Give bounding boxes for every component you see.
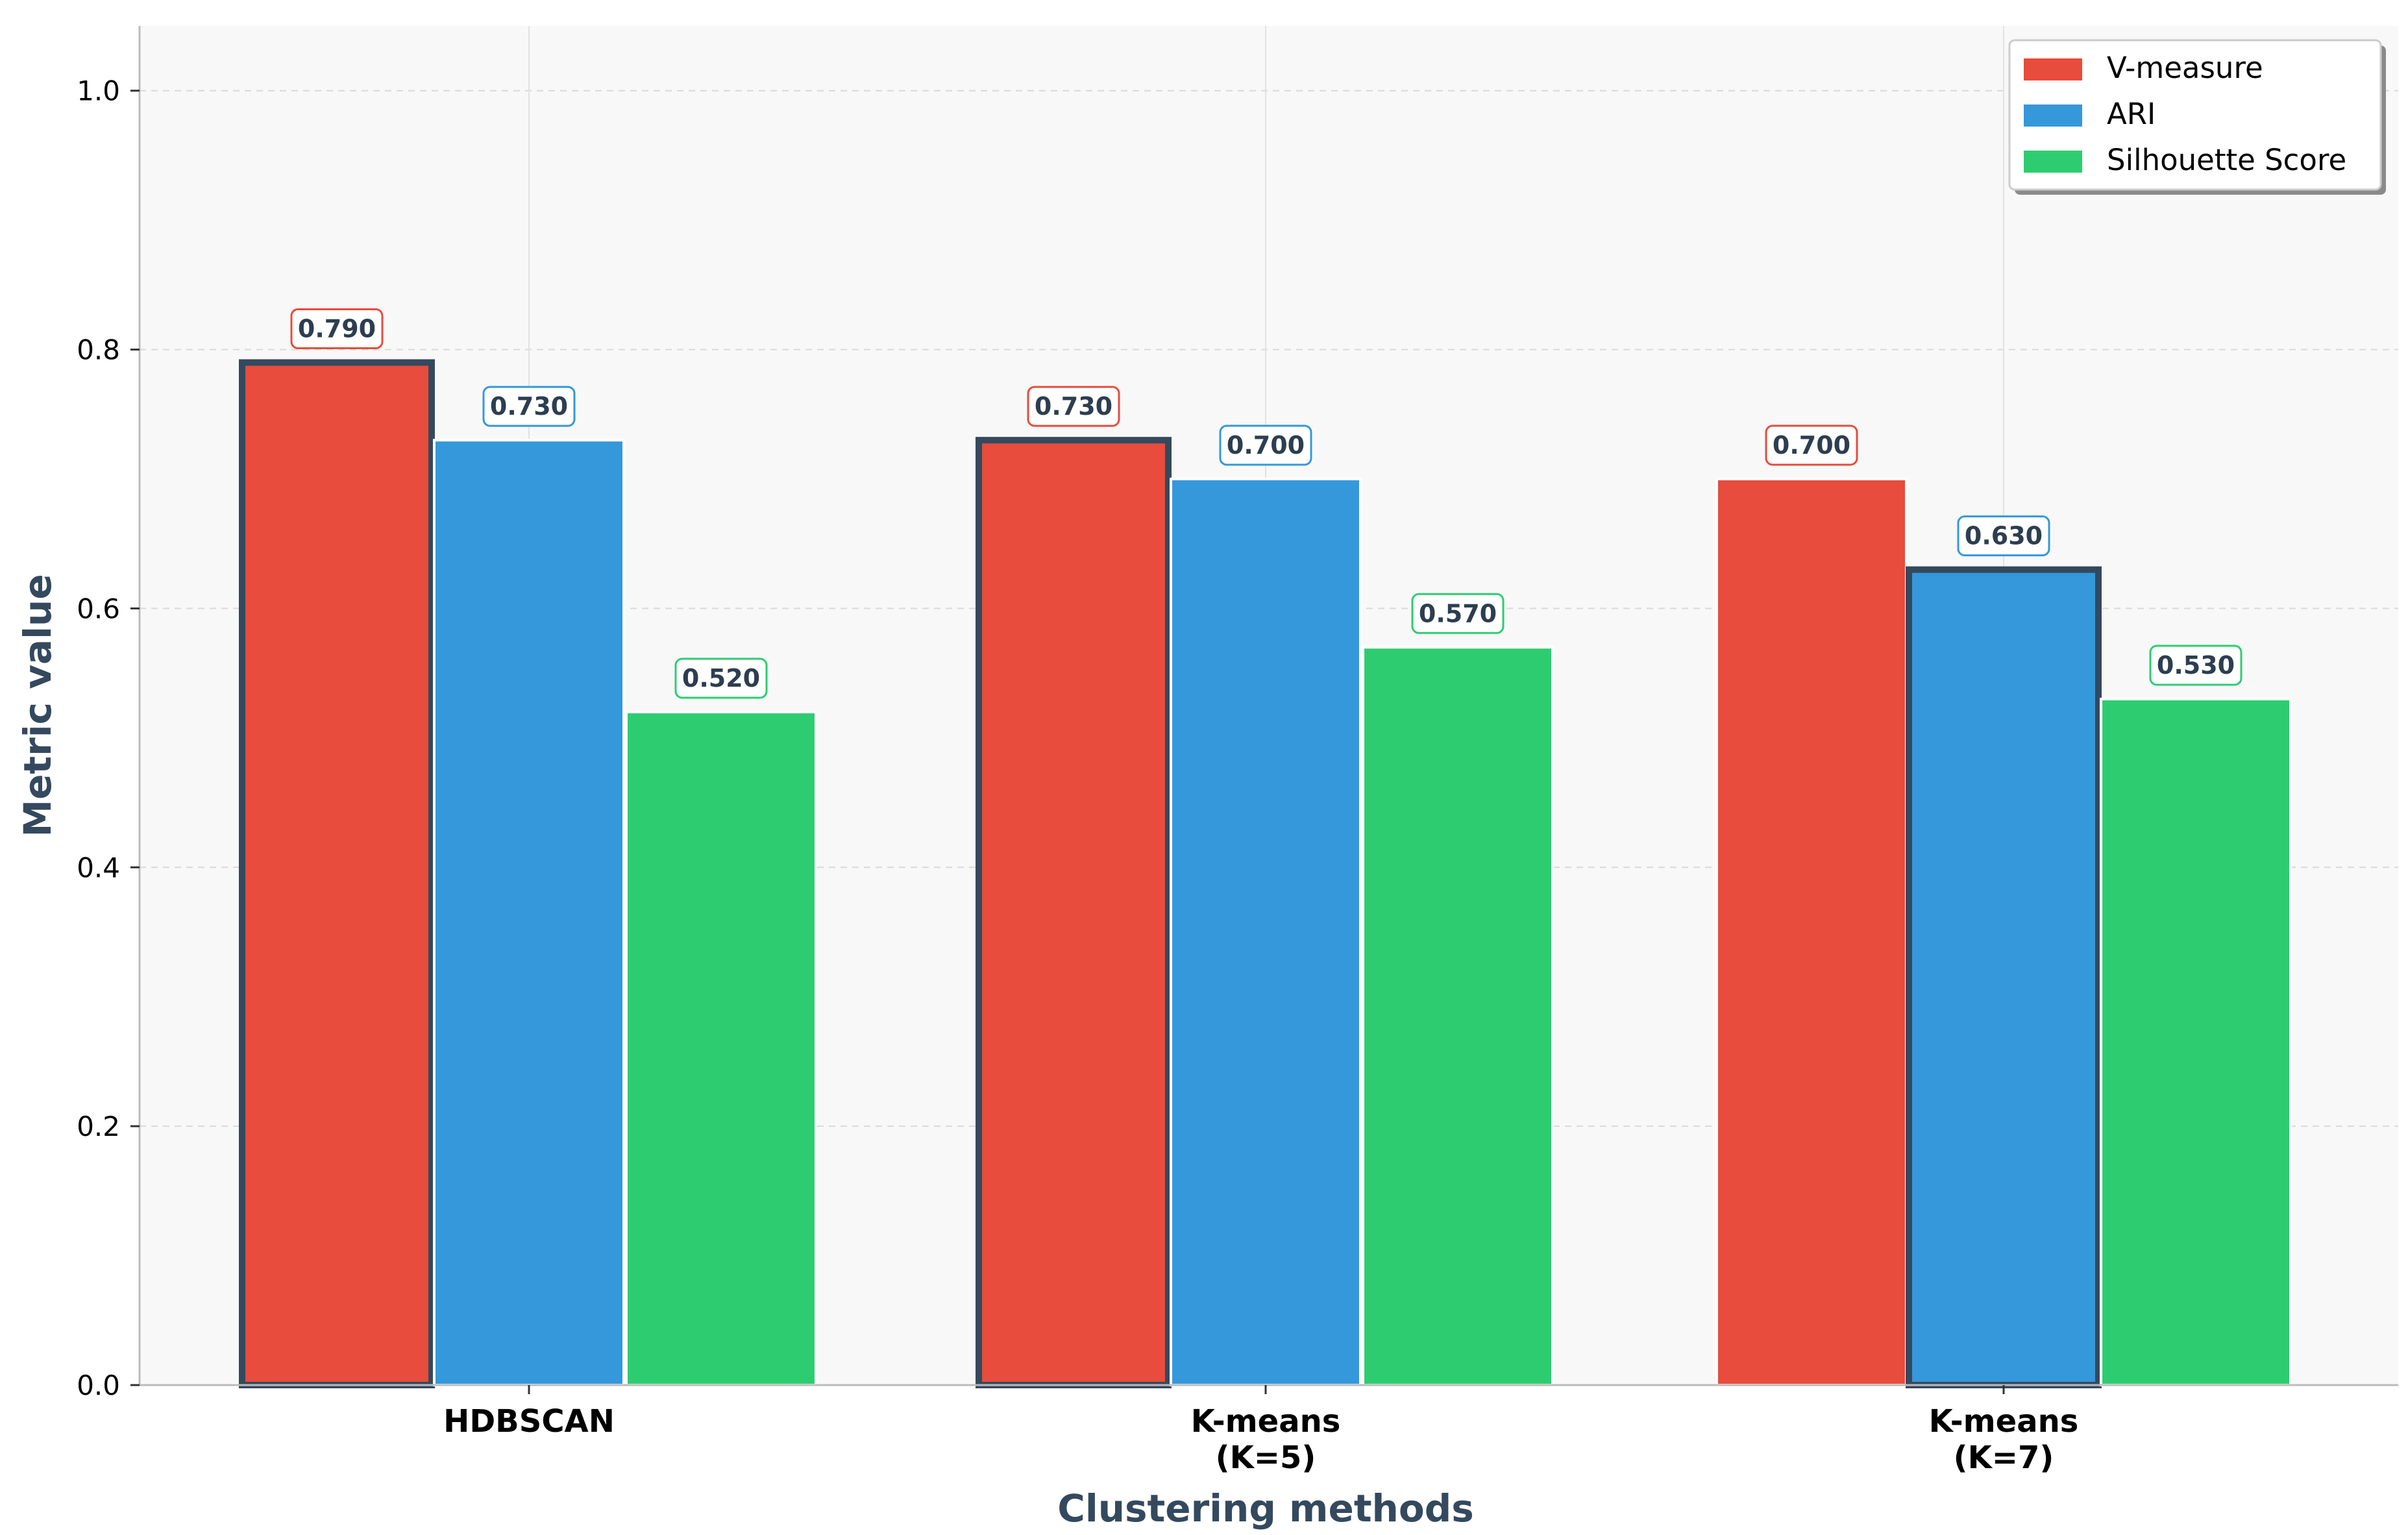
bar-silhouette-score-2 bbox=[2100, 698, 2292, 1386]
data-label: 0.730 bbox=[1035, 392, 1112, 421]
x-tick-label: HDBSCAN bbox=[443, 1403, 615, 1440]
data-label: 0.700 bbox=[1227, 431, 1305, 460]
x-tick-label: (K=5) bbox=[1216, 1440, 1316, 1476]
y-axis-label: Metric value bbox=[16, 574, 60, 837]
data-label-box bbox=[1411, 593, 1505, 634]
bar-ari-0 bbox=[433, 439, 625, 1387]
bar-v-measure-2 bbox=[1715, 478, 1908, 1386]
data-label-box bbox=[1027, 386, 1120, 427]
legend-swatch bbox=[2024, 58, 2082, 80]
y-tick-label: 0.0 bbox=[77, 1369, 120, 1401]
legend-swatch bbox=[2024, 104, 2082, 127]
y-tick-label: 0.6 bbox=[77, 593, 120, 624]
data-label-box bbox=[482, 386, 576, 427]
y-tick-label: 0.4 bbox=[77, 852, 120, 883]
bar-silhouette-score-1 bbox=[1362, 646, 1554, 1386]
y-tick-label: 0.2 bbox=[77, 1111, 120, 1142]
data-label-box bbox=[1765, 424, 1858, 466]
y-tick-label: 0.8 bbox=[77, 334, 120, 366]
bar-v-measure-1 bbox=[976, 437, 1172, 1389]
bar-silhouette-score-0 bbox=[625, 710, 817, 1386]
data-label-box bbox=[674, 657, 768, 699]
data-label: 0.730 bbox=[490, 392, 568, 421]
legend-frame bbox=[2008, 39, 2382, 191]
x-tick-label: K-means bbox=[1929, 1403, 2079, 1440]
data-label: 0.790 bbox=[298, 315, 376, 343]
data-label-box bbox=[1957, 515, 2050, 557]
data-label: 0.700 bbox=[1773, 431, 1850, 460]
data-label-box bbox=[1219, 424, 1312, 466]
x-tick-label: (K=7) bbox=[1954, 1440, 2054, 1476]
legend-label: V-measure bbox=[2107, 51, 2263, 85]
data-label: 0.570 bbox=[1419, 599, 1497, 628]
bars bbox=[239, 359, 2292, 1389]
bar-v-measure-0 bbox=[239, 359, 435, 1388]
legend-swatch bbox=[2024, 151, 2082, 173]
bar-ari-1 bbox=[1170, 478, 1362, 1386]
x-axis-label: Clustering methods bbox=[1057, 1486, 1473, 1530]
data-label: 0.520 bbox=[682, 664, 760, 693]
y-tick-label: 1.0 bbox=[77, 75, 120, 107]
data-label: 0.530 bbox=[2157, 651, 2235, 680]
data-label: 0.630 bbox=[1965, 522, 2043, 550]
bar-ari-2 bbox=[1906, 566, 2102, 1388]
data-label-box bbox=[2149, 645, 2242, 686]
data-labels: 0.790 0.730 0.700 0.730 0.700 0.630 0.520 0.570… bbox=[290, 308, 2242, 699]
x-tick-label: K-means bbox=[1191, 1403, 1341, 1440]
legend-label: Silhouette Score bbox=[2107, 143, 2346, 177]
legend: V-measure ARI Silhouette Score bbox=[2008, 39, 2386, 195]
data-label-box bbox=[290, 308, 384, 350]
legend-label: ARI bbox=[2107, 97, 2156, 131]
